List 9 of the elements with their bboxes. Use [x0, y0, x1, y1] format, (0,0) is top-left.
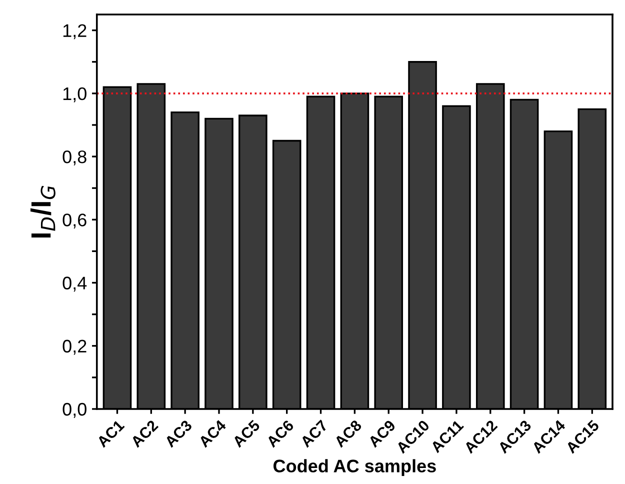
y-tick-label: 0,6 [62, 214, 86, 228]
x-axis-title: Coded AC samples [274, 459, 436, 476]
y-tick-label: 0,0 [62, 402, 86, 418]
y-axis-title: I$_{D}$/I$_{G}$ [30, 186, 56, 238]
y-tick-label: 1,2 [63, 24, 86, 40]
y-tick-label: 1,0 [63, 87, 86, 102]
y-tick-label: 0,8 [62, 150, 86, 166]
y-tick-label: 0,2 [62, 340, 86, 355]
y-tick-label: 0,4 [62, 276, 87, 292]
